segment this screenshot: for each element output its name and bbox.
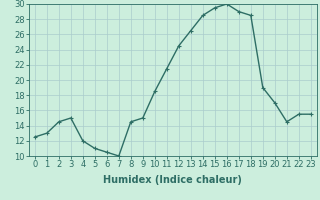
X-axis label: Humidex (Indice chaleur): Humidex (Indice chaleur) [103,175,242,185]
